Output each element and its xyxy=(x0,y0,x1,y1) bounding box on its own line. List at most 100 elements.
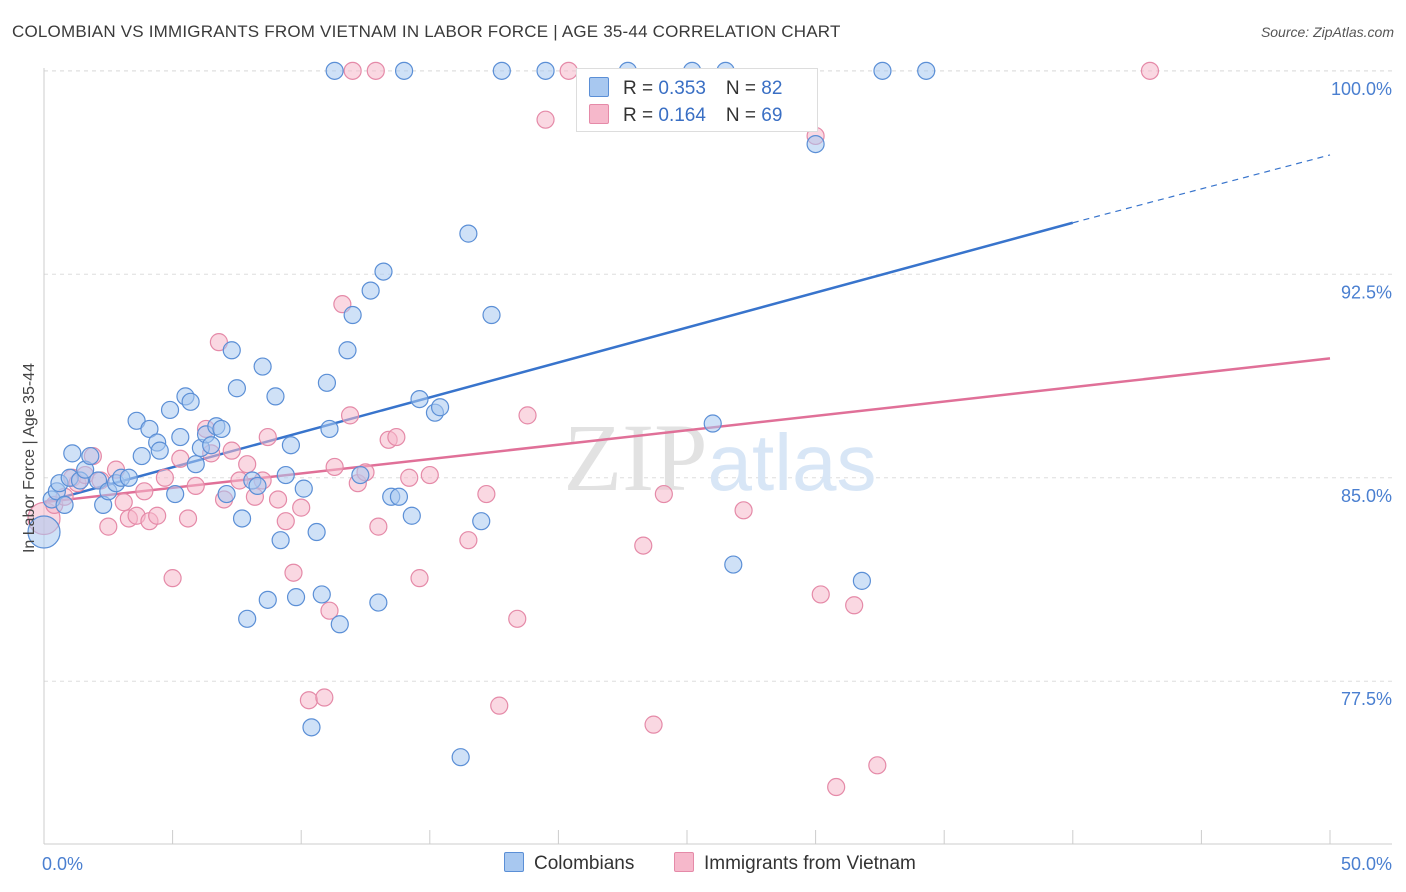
colombian-point xyxy=(389,487,409,506)
colombian-point xyxy=(330,615,349,634)
colombian-point xyxy=(276,465,295,485)
vietnam-point xyxy=(634,536,653,555)
colombian-point xyxy=(325,61,344,80)
colombian-point xyxy=(361,281,380,300)
vietnam-point xyxy=(845,596,864,615)
vietnam-point xyxy=(222,441,241,460)
colombian-point xyxy=(374,262,393,281)
vietnam-point xyxy=(155,468,174,487)
vietnam-point xyxy=(420,465,439,485)
vietnam-point xyxy=(518,406,537,425)
vietnam-point xyxy=(209,333,228,352)
vietnam-point xyxy=(276,512,295,531)
vietnam-point xyxy=(811,585,830,604)
colombian-point xyxy=(27,515,61,549)
colombian-point xyxy=(917,61,936,80)
colombian-point xyxy=(369,593,388,612)
colombian-point xyxy=(258,590,277,609)
vietnam-point xyxy=(410,569,429,588)
colombian-point xyxy=(271,531,290,550)
y-tick-label: 77.5% xyxy=(1341,689,1392,709)
vietnam-point xyxy=(644,715,663,734)
colombian-point xyxy=(451,748,470,767)
bottom-legend-blue: Colombians xyxy=(504,852,634,875)
colombian-point xyxy=(482,305,501,325)
tick-labels: 77.5% 85.0% 92.5% 100.0% 0.0% 50.0% xyxy=(42,79,1392,874)
vietnam-point xyxy=(340,406,360,425)
data-points xyxy=(27,61,1160,797)
grid-lines xyxy=(44,70,1392,682)
vietnam-point xyxy=(258,427,277,447)
y-tick-label: 85.0% xyxy=(1341,486,1392,506)
source-label: Source: ZipAtlas.com xyxy=(1260,24,1394,40)
colombian-point xyxy=(119,468,138,487)
colombian-point xyxy=(63,444,82,463)
colombian-point xyxy=(186,455,205,474)
vietnam-point xyxy=(299,691,319,710)
vietnam-point xyxy=(343,61,362,80)
colombian-point xyxy=(217,484,236,504)
vietnam-point xyxy=(178,509,198,528)
colombian-point xyxy=(160,400,180,420)
colombian-point xyxy=(248,476,267,496)
legend-swatch-blue xyxy=(589,77,609,97)
colombian-point xyxy=(351,465,370,485)
colombian-point xyxy=(430,398,450,417)
vietnam-point xyxy=(868,756,887,775)
colombian-point xyxy=(492,61,511,80)
colombian-point xyxy=(232,509,252,528)
chart-title: COLOMBIAN VS IMMIGRANTS FROM VIETNAM IN … xyxy=(12,22,841,41)
colombian-point xyxy=(55,495,74,514)
legend-item-pink: R = 0.164 N = 69 xyxy=(589,104,782,126)
vietnam-point xyxy=(148,506,167,525)
vietnam-point xyxy=(284,563,303,582)
x-tick-label: 50.0% xyxy=(1341,854,1392,874)
colombian-point xyxy=(806,134,825,154)
bottom-legend-swatch-blue xyxy=(504,852,524,872)
colombian-point xyxy=(127,411,146,430)
colombian-point xyxy=(459,224,478,243)
bottom-legend-swatch-pink xyxy=(674,852,694,872)
colombian-point xyxy=(703,414,722,433)
vietnam-point xyxy=(477,484,496,504)
vietnam-point xyxy=(369,517,388,536)
legend-swatch-pink xyxy=(589,104,609,124)
colombian-point xyxy=(150,441,169,460)
bottom-legend-pink: Immigrants from Vietnam xyxy=(674,852,916,875)
colombian-point xyxy=(212,419,231,439)
colombian-point xyxy=(238,609,257,628)
colombian-point xyxy=(343,305,362,325)
colombian-point xyxy=(281,436,301,455)
vietnam-point xyxy=(238,455,257,474)
colombian-trend-extension xyxy=(1072,154,1331,224)
y-axis-label: In Labor Force | Age 35-44 xyxy=(21,363,38,553)
colombian-point xyxy=(320,419,339,439)
vietnam-point xyxy=(459,531,478,550)
vietnam-point xyxy=(292,498,311,517)
colombian-point xyxy=(302,718,321,737)
colombian-point xyxy=(294,479,313,498)
colombian-point xyxy=(724,555,743,574)
colombian-point xyxy=(317,373,337,392)
colombian-point xyxy=(222,341,241,360)
colombian-point xyxy=(132,446,151,466)
vietnam-point xyxy=(827,777,846,797)
axes xyxy=(43,68,1392,845)
legend: R = 0.353 N = 82 R = 0.164 N = 69 xyxy=(576,68,818,132)
vietnam-point xyxy=(654,484,673,504)
vietnam-point xyxy=(490,696,509,715)
colombian-point xyxy=(873,61,892,80)
y-tick-label: 92.5% xyxy=(1341,282,1392,302)
y-tick-label: 100.0% xyxy=(1331,79,1392,99)
colombian-point xyxy=(166,484,185,504)
colombian-point xyxy=(472,512,491,531)
vietnam-point xyxy=(171,449,190,468)
vietnam-point xyxy=(1140,61,1160,80)
watermark: ZIPatlas xyxy=(564,404,877,511)
colombian-point xyxy=(140,419,159,439)
vietnam-point xyxy=(114,493,133,512)
colombian-point xyxy=(852,571,871,590)
vietnam-point xyxy=(315,688,334,707)
colombian-point xyxy=(253,357,272,376)
colombian-point xyxy=(286,588,306,607)
